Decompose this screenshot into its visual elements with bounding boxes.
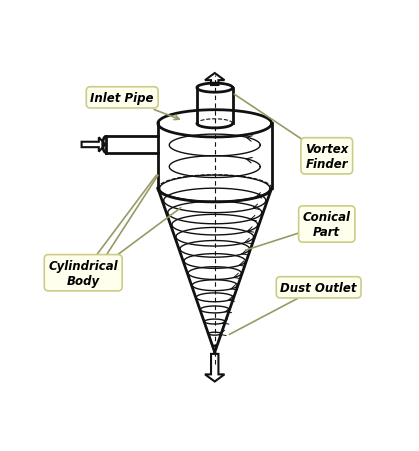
Text: Inlet Pipe: Inlet Pipe	[91, 92, 179, 120]
Text: Dust Outlet: Dust Outlet	[229, 281, 357, 335]
Text: Vortex
Finder: Vortex Finder	[234, 95, 349, 170]
Text: Cylindrical
Body: Cylindrical Body	[49, 176, 156, 287]
Text: Conical
Part: Conical Part	[246, 211, 351, 250]
